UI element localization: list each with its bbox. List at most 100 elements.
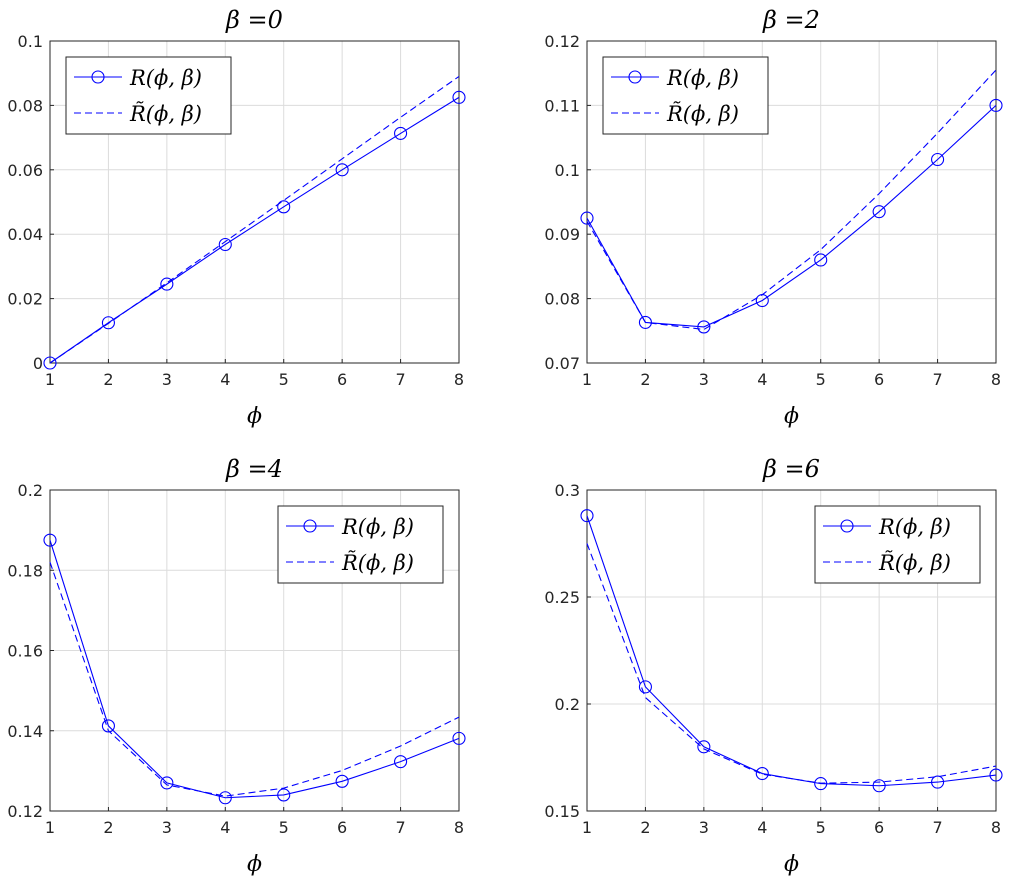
y-tick-label: 0.18 [7, 561, 43, 580]
y-tick-label: 0.07 [544, 354, 580, 373]
x-tick-label: 7 [395, 818, 405, 837]
x-tick-label: 1 [582, 818, 592, 837]
x-axis-label: ϕ [247, 404, 262, 429]
data-point-marker [452, 90, 466, 104]
y-tick-label: 0 [33, 354, 43, 373]
chart-title: β =6 [762, 455, 820, 483]
x-tick-label: 6 [337, 370, 347, 389]
chart-panel-4: 1 2 3 4 5 6 7 8 0.15 0.2 0.25 0.3 β =6 ϕ R(ϕ, β) R̃(ϕ, … [544, 455, 1003, 877]
data-point-marker [43, 533, 57, 547]
data-point-marker [43, 356, 57, 370]
data-point-marker [638, 680, 652, 694]
series-line-exact [49, 539, 460, 799]
chart-panel-2: 1 2 3 4 5 6 7 8 0.07 0.08 0.09 0.1 0.11 0.12 β =2 ϕ R(ϕ,… [544, 6, 1003, 429]
x-tick-label: 5 [816, 370, 826, 389]
y-tick-label: 0.15 [544, 802, 580, 821]
x-tick-label: 6 [337, 818, 347, 837]
axes-box [49, 40, 460, 364]
x-tick-label: 1 [45, 370, 55, 389]
x-axis-label: ϕ [784, 404, 799, 429]
chart-panel-3: 1 2 3 4 5 6 7 80.120.140.160.180.2β =4ϕR(ϕ, β)R… [7, 455, 466, 877]
x-tick-label: 1 [45, 818, 55, 837]
data-point-marker [101, 719, 115, 733]
legend-marker [303, 519, 317, 533]
data-point-marker [697, 320, 711, 334]
chart-title: β =0 [225, 6, 283, 34]
legend-marker [91, 70, 105, 84]
legend-entry-label: R(ϕ, β) [129, 66, 202, 90]
x-axis-label: ϕ [784, 852, 799, 877]
y-tick-label: 0.2 [555, 695, 580, 714]
data-point-marker [277, 200, 291, 214]
data-point-marker [755, 766, 769, 781]
data-point-marker [394, 755, 408, 769]
legend-box [814, 505, 981, 584]
y-tick-label: 0.3 [555, 481, 580, 500]
data-point-marker [814, 253, 828, 267]
legend-marker [628, 70, 642, 84]
x-tick-label: 8 [991, 818, 1001, 837]
data-point-marker [989, 768, 1003, 782]
legend-marker [840, 519, 854, 533]
series-line-approx [49, 562, 460, 797]
x-tick-label: 4 [757, 818, 767, 837]
x-axis-label: ϕ [247, 852, 262, 877]
data-point-marker [580, 211, 594, 225]
y-tick-label: 0.12 [544, 32, 580, 51]
data-point-marker [638, 315, 652, 329]
legend-entry-label: R̃(ϕ, β) [129, 102, 202, 126]
x-tick-label: 5 [279, 818, 289, 837]
x-tick-label: 3 [162, 370, 172, 389]
y-tick-label: 0.08 [544, 290, 580, 309]
legend: R(ϕ, β) R̃(ϕ, β) [65, 56, 232, 135]
y-tick-label: 0.04 [7, 225, 43, 244]
y-tick-label: 0.02 [7, 290, 43, 309]
y-tick-label: 0.06 [7, 161, 43, 180]
y-tick-label: 0.09 [544, 225, 580, 244]
axes-box [586, 40, 997, 364]
legend-box [602, 56, 769, 135]
data-point-marker [335, 774, 349, 788]
legend-box [65, 56, 232, 135]
x-tick-label: 7 [395, 370, 405, 389]
data-point-marker [394, 126, 408, 140]
legend-entry-label: R(ϕ, β) [878, 515, 951, 539]
y-tick-label: 0.12 [7, 802, 43, 821]
data-point-marker [160, 277, 174, 291]
data-point-marker [872, 205, 886, 219]
data-point-marker [931, 152, 945, 167]
y-tick-label: 0.2 [18, 481, 43, 500]
x-tick-label: 8 [991, 370, 1001, 389]
x-tick-label: 4 [757, 370, 767, 389]
data-point-marker [872, 779, 886, 793]
data-point-marker [989, 98, 1003, 112]
legend-entry-label: R(ϕ, β) [341, 515, 414, 539]
x-tick-label: 2 [640, 818, 650, 837]
data-point-marker [160, 776, 174, 790]
x-tick-label: 2 [640, 370, 650, 389]
series-line-approx [586, 543, 997, 784]
x-tick-label: 4 [220, 818, 230, 837]
x-tick-label: 5 [279, 370, 289, 389]
data-point-marker [931, 775, 945, 789]
chart-title: β =4 [225, 455, 283, 483]
series-line-exact [586, 104, 997, 328]
chart-panel-1: 1 2 3 4 5 6 7 8 0 0.02 0.04 0.06 0.08 0.1 β =0 ϕ R(ϕ, β)… [7, 6, 466, 429]
data-point-marker [580, 509, 594, 523]
x-tick-label: 7 [932, 370, 942, 389]
data-point-marker [101, 316, 115, 330]
data-point-marker [814, 777, 828, 791]
data-point-marker [697, 740, 711, 754]
y-tick-label: 0.11 [544, 96, 580, 115]
data-point-marker [218, 237, 232, 252]
x-tick-label: 4 [220, 370, 230, 389]
data-point-marker [277, 788, 291, 802]
legend: R(ϕ, β) R̃(ϕ, β) [602, 56, 769, 135]
data-point-marker [452, 731, 466, 745]
x-tick-label: 2 [103, 818, 113, 837]
series-line-approx [49, 75, 460, 364]
y-tick-label: 0.1 [555, 161, 580, 180]
legend-entry-label: R̃(ϕ, β) [341, 551, 414, 575]
x-tick-label: 1 [582, 370, 592, 389]
